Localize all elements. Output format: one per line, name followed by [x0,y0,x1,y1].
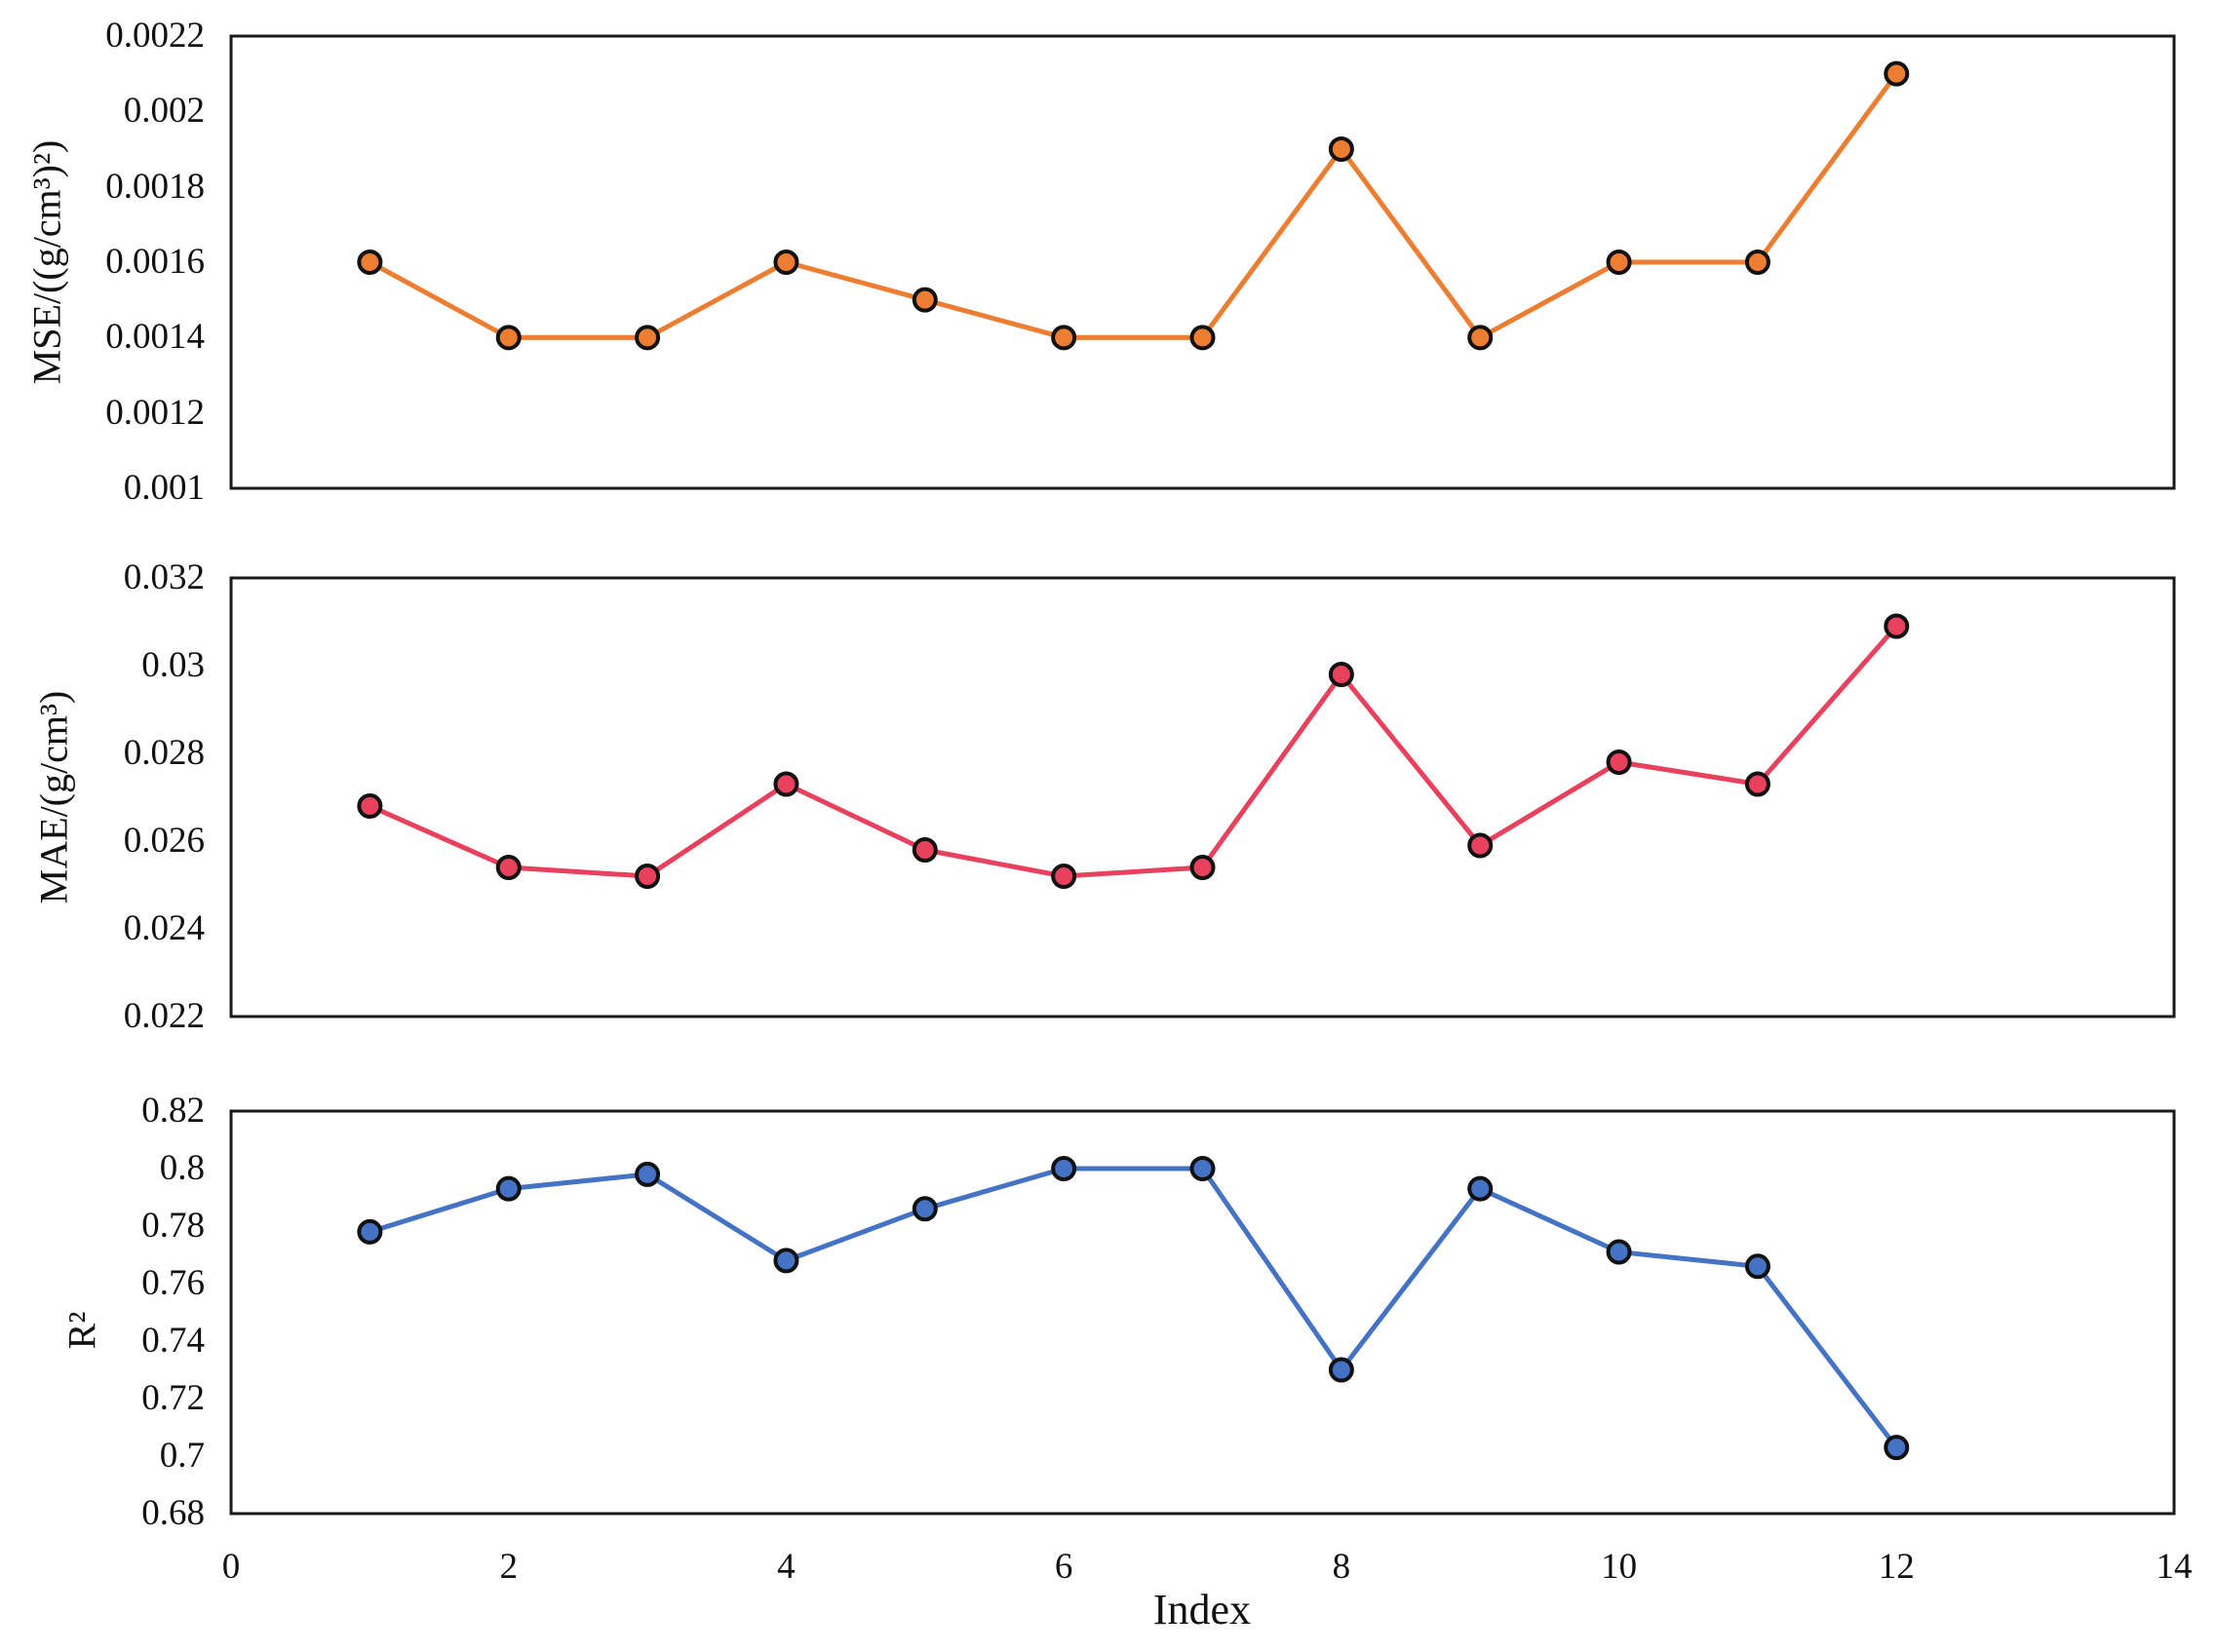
mae-data-point-marker [1744,771,1770,797]
r2-data-point-marker [1606,1239,1632,1265]
mse-data-point-marker [1467,325,1494,351]
x-axis-title: Index [1152,1586,1252,1633]
mae-data-point-marker [1467,832,1494,859]
mse-data-point-marker [1051,325,1077,351]
mse-y-tick-label: 0.0014 [105,317,205,358]
mae-axis-title: MAE/(g/cm³) [31,690,76,904]
r2-data-point-marker [1744,1253,1770,1280]
mse-series-line [367,71,1899,340]
x-tick-label: 4 [777,1547,796,1587]
mae-data-point-marker [357,793,383,819]
x-tick-label: 12 [1878,1547,1915,1587]
mae-data-point-marker [912,837,938,863]
x-tick-label: 6 [1054,1547,1073,1587]
mae-series-line [367,624,1899,879]
mae-data-point-marker [495,855,522,880]
x-tick-label: 14 [2156,1547,2193,1587]
r2-y-tick-label: 0.74 [141,1321,205,1361]
r2-y-tick-label: 0.82 [141,1091,205,1131]
mse-data-point-marker [773,250,799,275]
r2-y-tick-label: 0.68 [141,1493,205,1533]
mse-data-point-marker [357,250,383,275]
mse-data-point-marker [1189,325,1216,351]
r2-y-tick-label: 0.76 [141,1263,205,1303]
mae-data-point-marker [1884,613,1910,639]
r2-y-tick-label: 0.72 [141,1378,205,1418]
r2-plot-group [229,1109,2176,1516]
mse-data-point-marker [912,287,938,313]
x-tick-label: 0 [221,1547,241,1587]
r2-data-point-marker [1328,1357,1354,1383]
mse-y-tick-label: 0.0016 [105,242,205,282]
mse-data-point-marker [1884,60,1910,87]
x-tick-label: 8 [1332,1547,1351,1587]
mae-y-tick-label: 0.026 [123,821,205,861]
mae-data-point-marker [635,864,661,889]
mae-y-tick-label: 0.024 [123,908,205,948]
mse-data-point-marker [495,325,522,351]
mae-data-point-marker [1328,662,1354,687]
mae-data-point-marker [1606,749,1632,775]
mse-data-point-marker [1606,250,1632,275]
mse-data-point-marker [1328,136,1354,162]
r2-y-tick-label: 0.7 [159,1436,205,1476]
r2-data-point-marker [1051,1156,1077,1181]
mse-y-tick-label: 0.0012 [105,392,205,433]
mse-y-tick-label: 0.001 [123,468,205,508]
mse-plot-border [229,34,2176,490]
r2-data-point-marker [1467,1175,1494,1202]
r2-series-line [367,1166,1899,1450]
r2-data-point-marker [635,1161,661,1187]
mse-y-tick-label: 0.0022 [105,16,205,56]
mae-plot-border [229,576,2176,1018]
r2-y-tick-label: 0.8 [159,1148,205,1188]
mae-data-point-marker [1051,864,1077,889]
mae-y-tick-label: 0.022 [123,996,205,1036]
x-tick-label: 2 [499,1547,518,1587]
r2-data-point-marker [495,1175,522,1202]
mae-y-tick-label: 0.032 [123,557,205,597]
r2-data-point-marker [912,1196,938,1222]
mae-data-point-marker [773,771,799,797]
mse-data-point-marker [1744,250,1770,275]
x-tick-label: 10 [1601,1547,1638,1587]
mae-plot-group [229,576,2176,1018]
r2-y-tick-label: 0.78 [141,1206,205,1246]
r2-data-point-marker [1884,1435,1910,1461]
mse-y-tick-label: 0.0018 [105,166,205,207]
mse-plot-group [229,34,2176,490]
mse-y-tick-label: 0.002 [123,91,205,132]
r2-data-point-marker [773,1248,799,1274]
mae-data-point-marker [1189,855,1216,880]
r2-plot-border [229,1109,2176,1516]
r2-data-point-marker [357,1218,383,1245]
mae-y-tick-label: 0.028 [123,733,205,773]
mse-data-point-marker [635,325,661,351]
mae-y-tick-label: 0.03 [141,645,205,685]
r2-data-point-marker [1189,1156,1216,1181]
